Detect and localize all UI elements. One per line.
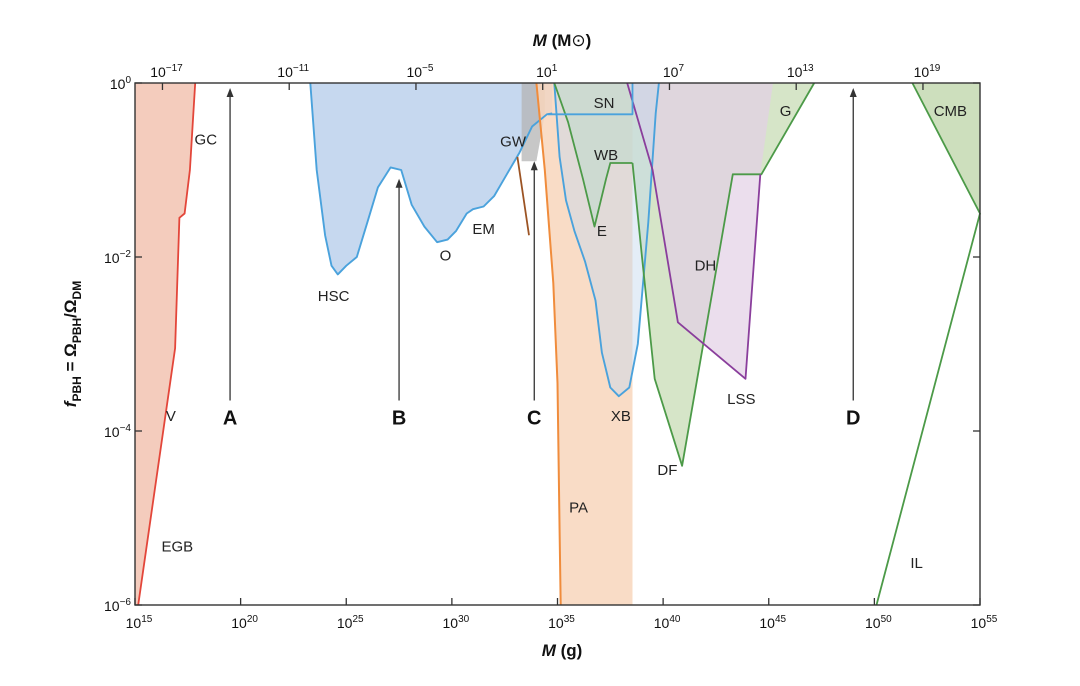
region-labels: GC V EGB HSC O EM GW SN WB E DH G CMB XB DF PA LSS IL [161,95,967,572]
arrow-c-head [530,161,538,171]
x2-tick-label: 10−5 [406,63,433,80]
region-label-gw: GW [500,133,527,150]
x-tick-label: 1040 [654,614,681,631]
region-fill-blue-xb [554,83,659,397]
region-label-dh: DH [695,258,717,275]
boundary-microlensing [309,82,553,276]
x2-tick-label: 1013 [787,63,814,80]
region-label-e: E [597,223,607,240]
x2-axis-title: M (M⊙) [533,31,592,50]
region-label-pa: PA [569,500,588,517]
y-tick-label: 10−4 [104,423,131,440]
y-tick-label: 10−2 [104,249,131,266]
y-tick-label: 10−6 [104,597,131,614]
x-tick-label: 1055 [971,614,998,631]
x-axis-title: M (g) [542,641,583,660]
region-label-sn: SN [594,95,615,112]
boundary-pa [535,82,562,606]
boundary-xb [553,82,660,398]
boundary-lss [626,82,762,380]
boundary-df [631,82,815,467]
x-tick-label: 1015 [126,614,153,631]
region-label-em: EM [472,221,495,238]
x2-tick-label: 10−11 [277,63,309,80]
region-label-xb: XB [611,408,631,425]
arrow-label-c: C [527,408,541,430]
x-tick-label: 1035 [548,614,575,631]
region-label-o: O [440,247,452,264]
region-fill-orange-pa [536,83,633,605]
boundary-e [553,82,633,228]
region-label-df: DF [657,462,677,479]
region-fill-red [135,83,196,605]
arrow-d-head [849,88,857,97]
region-label-lss: LSS [727,391,755,408]
constraint-regions [135,83,980,605]
arrow-label-d: D [846,408,860,430]
y-axis-title: fPBH = ΩPBH/ΩDM [61,281,84,407]
region-fill-purple-lss [627,83,773,379]
x2-tick-label: 10−17 [150,63,183,80]
region-label-il: IL [910,555,923,572]
x2-tick-label: 107 [663,63,685,80]
x-tick-label: 1050 [865,614,892,631]
x-tick-label: 1045 [759,614,786,631]
axis-ticks: 1015 1020 1025 1030 1035 1040 1045 1050 1055 10−1… [104,63,998,631]
region-label-v: V [166,408,176,425]
region-label-egb: EGB [161,539,193,556]
x-tick-label: 1025 [337,614,364,631]
y-tick-label: 100 [110,75,132,92]
constraint-boundaries [137,82,981,606]
x2-tick-label: 101 [536,63,558,80]
region-label-cmb: CMB [934,103,967,120]
boundary-sn-box [548,83,634,116]
x-tick-label: 1020 [231,614,258,631]
region-label-g: G [780,103,792,120]
x2-tick-label: 1019 [914,63,941,80]
arrow-a-head [226,88,234,97]
region-label-hsc: HSC [318,288,350,305]
arrows: A B C D [223,88,860,430]
region-fill-blue-microlensing [310,83,553,275]
arrow-label-a: A [223,408,237,430]
arrow-b-head [395,178,403,188]
boundary-evaporation [137,82,197,606]
region-label-gc: GC [195,132,218,149]
region-label-wb: WB [594,147,618,164]
boundary-gw [516,156,530,236]
x-tick-label: 1030 [443,614,470,631]
arrow-label-b: B [392,408,406,430]
